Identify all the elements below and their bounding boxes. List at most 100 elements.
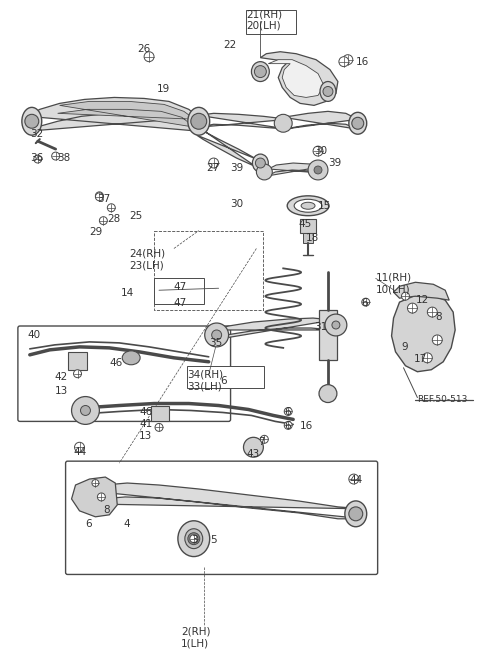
Circle shape [73, 370, 82, 377]
Text: 5: 5 [211, 535, 217, 545]
Polygon shape [72, 477, 117, 517]
Circle shape [308, 160, 328, 180]
Ellipse shape [122, 351, 140, 365]
Circle shape [260, 436, 268, 443]
Text: 43: 43 [246, 449, 260, 459]
Text: 16: 16 [356, 57, 369, 67]
Circle shape [25, 114, 39, 128]
Text: 10(LH): 10(LH) [376, 284, 410, 295]
Text: 6: 6 [284, 421, 291, 432]
Bar [187, 366, 264, 388]
Text: 38: 38 [58, 153, 71, 163]
Circle shape [212, 330, 222, 340]
Ellipse shape [252, 154, 268, 172]
Polygon shape [260, 52, 338, 105]
FancyBboxPatch shape [18, 326, 230, 421]
Polygon shape [394, 282, 449, 300]
Circle shape [408, 303, 418, 313]
Text: 21(RH): 21(RH) [246, 10, 283, 20]
Ellipse shape [252, 61, 269, 82]
Bar [300, 219, 316, 232]
Text: 12: 12 [415, 295, 429, 305]
Circle shape [52, 152, 60, 160]
Text: 19: 19 [157, 84, 170, 93]
Text: 32: 32 [30, 129, 43, 139]
Circle shape [332, 321, 340, 329]
Circle shape [313, 146, 323, 156]
Circle shape [188, 533, 200, 545]
Text: 46: 46 [139, 407, 152, 417]
Text: 6: 6 [361, 298, 367, 308]
Ellipse shape [345, 501, 367, 527]
Text: 14: 14 [121, 288, 134, 298]
Circle shape [72, 396, 99, 424]
Text: 40: 40 [28, 330, 41, 340]
Text: 26: 26 [137, 44, 150, 54]
Circle shape [314, 166, 322, 174]
Polygon shape [199, 114, 288, 129]
Circle shape [243, 438, 264, 457]
Polygon shape [214, 318, 333, 340]
Text: 31: 31 [314, 322, 327, 332]
Polygon shape [392, 295, 455, 372]
Text: 45: 45 [298, 219, 312, 229]
Text: 1(LH): 1(LH) [181, 638, 209, 648]
Circle shape [209, 158, 218, 168]
Circle shape [205, 323, 228, 347]
Ellipse shape [301, 202, 315, 209]
Circle shape [256, 164, 272, 180]
Polygon shape [28, 97, 199, 131]
Ellipse shape [294, 199, 322, 212]
Circle shape [191, 114, 207, 129]
Circle shape [349, 507, 363, 521]
Circle shape [254, 66, 266, 78]
Circle shape [144, 52, 154, 61]
Text: 47: 47 [174, 282, 187, 293]
Ellipse shape [22, 107, 42, 135]
Text: 37: 37 [97, 194, 111, 204]
Text: 8: 8 [435, 312, 442, 322]
Circle shape [92, 479, 99, 486]
Ellipse shape [287, 196, 329, 215]
Bar [68, 352, 87, 370]
Text: 9: 9 [401, 342, 408, 352]
Text: 47: 47 [174, 298, 187, 308]
Text: 30: 30 [230, 199, 244, 209]
Bar [154, 278, 204, 304]
Text: 36: 36 [30, 153, 43, 163]
Text: 7: 7 [258, 438, 265, 447]
Circle shape [284, 407, 292, 415]
Circle shape [274, 114, 292, 132]
Bar [303, 232, 313, 242]
Circle shape [352, 118, 364, 129]
Text: 39: 39 [328, 158, 341, 168]
Text: 6: 6 [85, 518, 92, 529]
Circle shape [427, 307, 437, 317]
Text: 22: 22 [223, 40, 237, 50]
Text: 28: 28 [108, 214, 120, 224]
Text: 39: 39 [230, 163, 244, 173]
Polygon shape [283, 112, 358, 129]
Circle shape [155, 423, 163, 432]
Circle shape [108, 204, 115, 212]
Circle shape [432, 335, 442, 345]
Polygon shape [268, 59, 324, 97]
Circle shape [255, 158, 265, 168]
Text: 27: 27 [207, 163, 220, 173]
Text: 15: 15 [318, 200, 331, 211]
Text: 41: 41 [139, 419, 152, 430]
Polygon shape [58, 101, 195, 127]
Text: 44: 44 [73, 447, 87, 457]
Circle shape [34, 155, 42, 163]
Text: 2(RH): 2(RH) [181, 626, 210, 636]
Text: 24(RH): 24(RH) [129, 249, 165, 259]
Text: 33(LH): 33(LH) [187, 381, 222, 392]
Ellipse shape [185, 529, 203, 549]
Text: 44: 44 [350, 475, 363, 485]
Text: 35: 35 [209, 338, 222, 348]
Bar [151, 406, 169, 421]
Text: 13: 13 [139, 432, 152, 441]
Circle shape [339, 57, 349, 67]
Ellipse shape [320, 82, 336, 101]
Text: 6: 6 [284, 407, 291, 417]
